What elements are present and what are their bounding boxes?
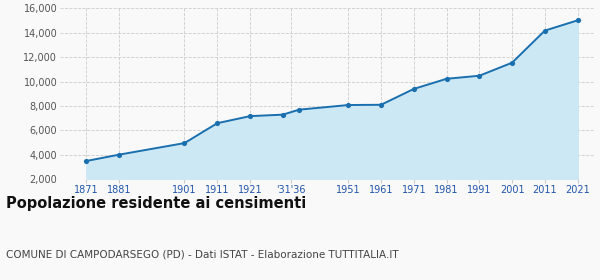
Point <box>278 113 287 117</box>
Point <box>295 108 304 112</box>
Point <box>475 74 484 78</box>
Point <box>179 141 189 145</box>
Point <box>573 18 583 23</box>
Point <box>409 87 419 91</box>
Point <box>114 152 124 157</box>
Point <box>212 121 222 125</box>
Point <box>442 76 451 81</box>
Text: Popolazione residente ai censimenti: Popolazione residente ai censimenti <box>6 196 306 211</box>
Point <box>245 114 255 118</box>
Point <box>540 28 550 33</box>
Point <box>376 102 386 107</box>
Text: COMUNE DI CAMPODARSEGO (PD) - Dati ISTAT - Elaborazione TUTTITALIA.IT: COMUNE DI CAMPODARSEGO (PD) - Dati ISTAT… <box>6 249 398 259</box>
Point <box>343 103 353 107</box>
Point <box>507 60 517 65</box>
Point <box>82 159 91 163</box>
